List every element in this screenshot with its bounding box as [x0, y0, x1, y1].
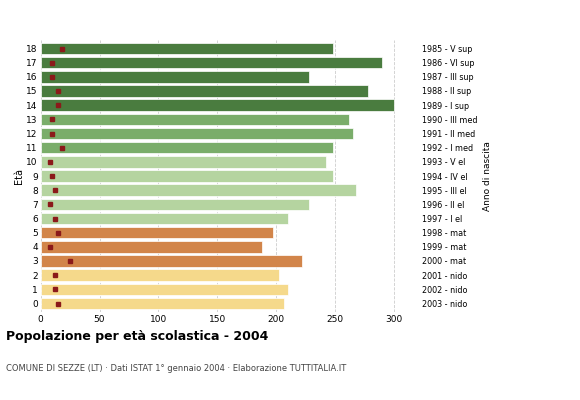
Bar — [41, 198, 309, 210]
Bar — [41, 85, 368, 97]
Text: COMUNE DI SEZZE (LT) · Dati ISTAT 1° gennaio 2004 · Elaborazione TUTTITALIA.IT: COMUNE DI SEZZE (LT) · Dati ISTAT 1° gen… — [6, 364, 346, 373]
Bar — [41, 71, 309, 83]
Y-axis label: Anno di nascita: Anno di nascita — [483, 141, 492, 211]
Bar — [41, 255, 302, 267]
Bar — [41, 269, 278, 281]
Bar — [41, 298, 284, 309]
Bar — [41, 57, 382, 68]
Text: Popolazione per età scolastica - 2004: Popolazione per età scolastica - 2004 — [6, 330, 268, 343]
Bar — [41, 156, 326, 168]
Bar — [41, 184, 356, 196]
Bar — [41, 43, 333, 54]
Bar — [41, 99, 394, 111]
Bar — [41, 227, 273, 238]
Bar — [41, 114, 349, 125]
Bar — [41, 284, 288, 295]
Bar — [41, 142, 333, 154]
Bar — [41, 213, 288, 224]
Bar — [41, 128, 353, 139]
Bar — [41, 241, 262, 253]
Bar — [41, 170, 333, 182]
Y-axis label: Età: Età — [13, 168, 24, 184]
